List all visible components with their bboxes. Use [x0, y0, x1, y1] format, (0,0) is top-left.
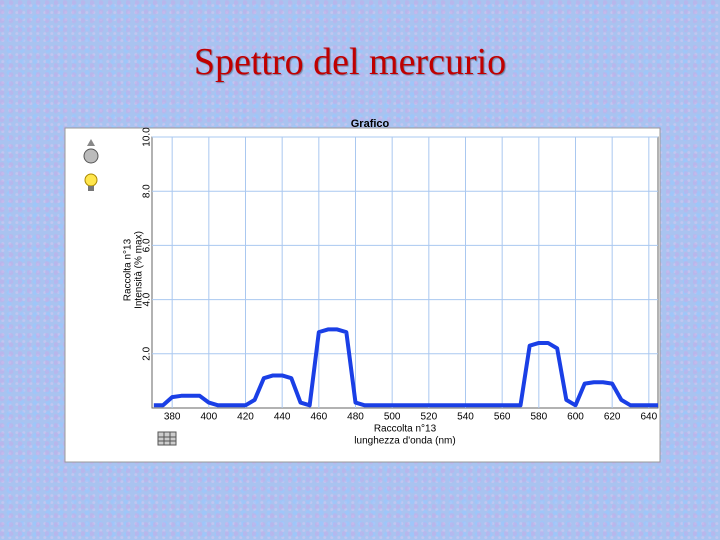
x-tick-label: 540 [457, 412, 474, 423]
x-tick-label: 640 [640, 412, 657, 423]
x-tick-label: 560 [494, 412, 511, 423]
bulb-icon [84, 173, 98, 191]
data-line [153, 327, 658, 408]
x-axis-label: lunghezza d'onda (nm) [354, 436, 455, 447]
x-axis-label: Raccolta n°13 [374, 424, 437, 435]
y-tick-label: 10.0 [142, 127, 153, 147]
x-tick-label: 400 [200, 412, 217, 423]
y-tick-label: 6.0 [142, 238, 153, 252]
x-tick-label: 420 [237, 412, 254, 423]
x-tick-label: 620 [604, 412, 621, 423]
y-axis-label: Raccolta n°13 [123, 238, 134, 301]
y-tick-label: 4.0 [142, 292, 153, 306]
chart-subtitle: Grafico [351, 118, 390, 130]
x-tick-label: 460 [310, 412, 327, 423]
x-tick-label: 580 [530, 412, 547, 423]
x-tick-label: 520 [420, 412, 437, 423]
y-axis-label: Intensità (% max) [134, 231, 145, 309]
table-icon [157, 431, 177, 446]
x-tick-label: 440 [274, 412, 291, 423]
sensor-icon [83, 139, 99, 164]
x-tick-label: 500 [384, 412, 401, 423]
y-tick-label: 8.0 [142, 184, 153, 198]
x-tick-label: 600 [567, 412, 584, 423]
x-tick-label: 480 [347, 412, 364, 423]
slide-title: Spettro del mercurio [193, 41, 507, 83]
x-tick-label: 380 [164, 412, 181, 423]
y-tick-label: 2.0 [142, 346, 153, 360]
